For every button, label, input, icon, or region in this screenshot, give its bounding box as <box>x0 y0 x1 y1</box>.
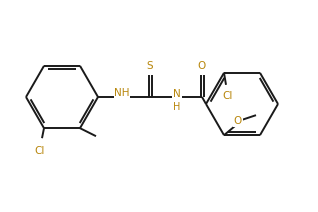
Text: N: N <box>173 89 181 99</box>
Text: H: H <box>173 102 181 112</box>
Text: Cl: Cl <box>35 146 45 156</box>
Text: O: O <box>198 61 206 71</box>
Text: S: S <box>147 61 153 71</box>
Text: Cl: Cl <box>223 91 233 101</box>
Text: NH: NH <box>114 88 130 98</box>
Text: O: O <box>234 116 242 126</box>
